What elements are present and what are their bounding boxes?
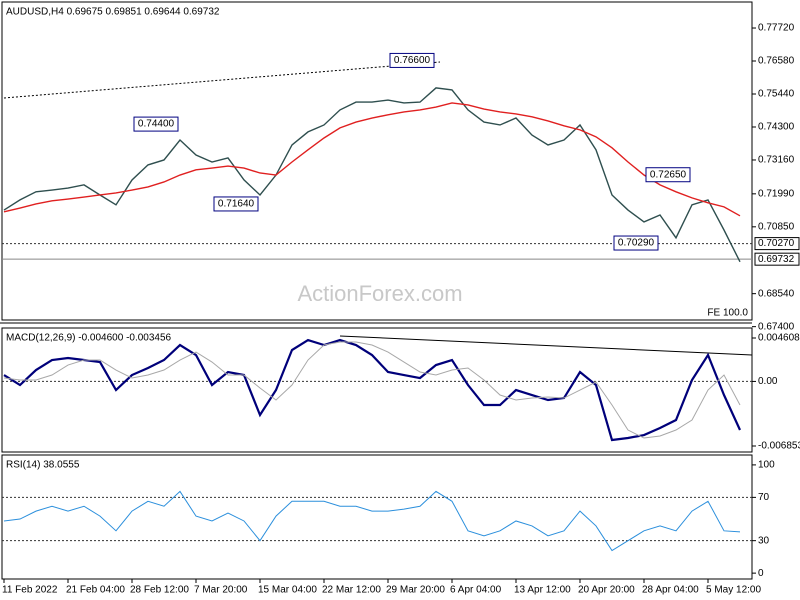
x-tick-label: 21 Feb 04:00 [66,585,125,596]
y-tick-label: -0.006853 [758,441,800,452]
y-tick-label: 0.73160 [758,155,795,166]
annotation-box [645,167,691,183]
series-line [3,102,741,217]
y-tick-label: 0.74300 [758,122,795,133]
panel-title: RSI(14) 38.0555 [6,460,80,471]
x-tick-label: 6 Apr 04:00 [450,585,502,596]
level-label: 0.69732 [758,254,795,265]
y-tick-label: 70 [758,492,770,503]
trend-line [339,335,753,356]
y-tick-label: 0 [758,568,764,579]
level-label-box [754,237,800,251]
annotation-label: 0.71640 [218,199,255,210]
price-panel [1,1,753,321]
annotation-label: 0.72650 [650,169,687,180]
y-tick-label: 0.75440 [758,89,795,100]
x-tick-label: 11 Feb 2022 [2,585,58,596]
annotation-box [133,116,179,132]
trend-line [3,61,441,99]
y-tick-label: 30 [758,535,770,546]
x-tick-label: 22 Mar 12:00 [322,585,381,596]
annotation-label: 0.74400 [138,119,175,130]
x-tick-label: 15 Mar 04:00 [258,585,317,596]
y-tick-label: 0.70850 [758,221,795,232]
annotation-label: 0.76600 [394,55,431,66]
annotation-box [389,52,435,68]
annotation-box [613,235,659,251]
y-tick-label: 0.71990 [758,188,795,199]
rsi-panel [1,454,753,580]
level-label: 0.70270 [758,238,795,249]
series-line [3,490,741,552]
x-tick-label: 7 Mar 20:00 [194,585,248,596]
y-tick-label: 0.77720 [758,23,795,34]
y-tick-label: 0.004608 [758,333,800,344]
y-tick-label: 0.00 [758,376,778,387]
panel-title: MACD(12,26,9) -0.004600 -0.003456 [6,333,172,344]
series-line [3,338,742,442]
series-line [3,87,741,263]
series-line [3,341,741,439]
y-tick-label: 0.68540 [758,288,795,299]
annotation-box [213,196,259,212]
level-label-box [754,252,800,266]
x-tick-label: 20 Apr 20:00 [578,585,635,596]
macd-panel [1,327,753,453]
x-tick-label: 29 Mar 20:00 [386,585,445,596]
fe-label: FE 100.0 [707,308,748,319]
watermark: ActionForex.com [297,281,462,306]
x-tick-label: 13 Apr 12:00 [514,585,571,596]
x-tick-label: 28 Apr 04:00 [642,585,699,596]
annotation-label: 0.70290 [618,238,655,249]
y-tick-label: 100 [758,460,775,471]
y-tick-label: 0.67400 [758,321,795,332]
panel-title: AUDUSD,H4 0.69675 0.69851 0.69644 0.6973… [6,7,220,18]
y-tick-label: 0.76580 [758,56,795,67]
x-tick-label: 28 Feb 12:00 [130,585,189,596]
x-tick-label: 5 May 12:00 [706,585,761,596]
